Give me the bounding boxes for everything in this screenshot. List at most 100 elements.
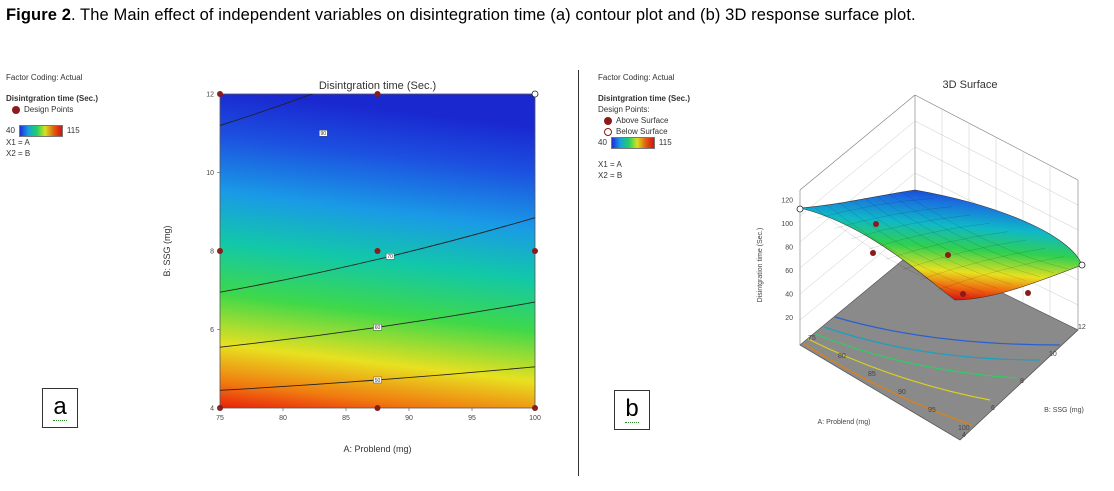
box-edge [799, 94, 916, 191]
panel-b-colorbar [610, 137, 655, 149]
x-tick-label: 75 [808, 335, 816, 342]
floor-contour-line [823, 326, 1041, 361]
panel-b-design-points-label: Design Points: [598, 105, 650, 114]
surface-mesh-line [825, 203, 984, 293]
contour-line [220, 217, 535, 293]
surface-z-label: Disintgration time (Sec.) [757, 228, 764, 303]
x-tick-label: 80 [838, 353, 846, 360]
figure-caption: Figure 2. The Main effect of independent… [6, 6, 916, 25]
surface-mesh-line [838, 201, 998, 289]
wall-grid-line [799, 120, 916, 217]
x-tick-label: 100 [958, 425, 970, 432]
panel-b-x2: X2 = B [598, 171, 623, 180]
panel-a-label-box: a [42, 388, 78, 428]
panel-a-x2: X2 = B [6, 149, 31, 158]
x-tick-label: 85 [868, 371, 876, 378]
contour-y-label: B: SSG (mg) [162, 225, 172, 276]
panel-a-letter: a [53, 393, 67, 421]
contour-title: Disintgration time (Sec.) [319, 80, 436, 92]
box-edge [914, 94, 1079, 181]
surface-mesh-line [903, 239, 1027, 270]
design-point [1078, 261, 1086, 269]
panel-b-above-label: Above Surface [616, 116, 669, 125]
panel-a-colorbar [18, 125, 63, 137]
z-tick-label: 80 [785, 245, 793, 252]
contour-label-box [373, 376, 382, 384]
surface-mesh-line [868, 223, 990, 250]
panel-b-label-box: b [614, 390, 650, 430]
design-point [796, 205, 804, 213]
design-point [374, 405, 381, 411]
design-point-marker-icon [12, 105, 20, 114]
panel-b-factor-coding: Factor Coding: Actual [598, 73, 675, 82]
panel-a-design-points-label: Design Points [24, 105, 74, 114]
design-point [532, 248, 538, 254]
y-tick-label: 10 [206, 170, 214, 177]
z-tick-label: 100 [781, 221, 793, 228]
design-point [960, 291, 966, 297]
surface-mesh-line [876, 195, 1040, 277]
panel-b-below-label: Below Surface [616, 127, 668, 136]
y-tick-label: 4 [210, 406, 214, 413]
floor-contour-line [834, 316, 1061, 346]
surface-mesh-line [851, 214, 971, 239]
contour-label: 50 [375, 378, 381, 384]
contour-label: 90 [321, 131, 327, 137]
contour-label-box [385, 253, 395, 260]
panel-b-cbar-min: 40 [598, 138, 607, 148]
x-tick-label: 95 [928, 407, 936, 414]
surface-mesh-line [920, 248, 1045, 280]
surface-mesh-line [850, 199, 1012, 285]
contour-label-box [319, 130, 328, 137]
z-tick-label: 40 [785, 292, 793, 299]
figure-label: Figure 2 [6, 6, 71, 24]
design-point [870, 250, 876, 256]
panel-a-cbar-min: 40 [6, 126, 15, 136]
x-tick-label: 100 [529, 415, 541, 422]
box-edge [959, 329, 1079, 441]
surface-title: 3D Surface [942, 79, 997, 91]
panel-b-cbar-max: 115 [658, 138, 672, 148]
x-tick-label: 90 [405, 415, 413, 422]
y-tick-label: 4 [962, 432, 966, 439]
panel-b-letter: b [625, 395, 639, 423]
x-tick-label: 85 [342, 415, 350, 422]
figure-caption-text: . The Main effect of independent variabl… [70, 6, 916, 24]
panel-a-legend: Factor Coding: Actual Disintgration time… [6, 72, 98, 159]
x-tick-label: 95 [468, 415, 476, 422]
design-point [873, 221, 879, 227]
floor-contour-line [807, 338, 991, 401]
x-tick-label: 75 [216, 415, 224, 422]
panel-a-response-title: Disintgration time (Sec.) [6, 94, 99, 103]
surface-mesh-line [889, 193, 1054, 273]
contour-line [220, 94, 314, 126]
z-tick-label: 20 [785, 315, 793, 322]
contour-label: 60 [375, 325, 381, 331]
panel-a-cbar-max: 115 [66, 126, 80, 136]
above-surface-marker-icon [604, 116, 612, 125]
y-tick-label: 6 [210, 327, 214, 334]
panel-a-factor-coding: Factor Coding: Actual [6, 73, 83, 82]
surface-mesh-line [886, 231, 1008, 260]
wall-grid-line [799, 146, 916, 243]
x-tick-label: 90 [898, 389, 906, 396]
design-point [945, 252, 951, 258]
design-point [531, 90, 539, 98]
design-point [374, 91, 381, 97]
surface-x-label: A: Problend (mg) [818, 419, 871, 426]
surface-mesh-line [902, 191, 1068, 270]
x-tick-label: 80 [279, 415, 287, 422]
below-surface-marker-icon [604, 127, 612, 136]
surface-mesh-line [817, 198, 934, 219]
design-point [374, 248, 381, 254]
panel-b-legend: Factor Coding: Actual Disintgration time… [598, 72, 690, 181]
y-tick-label: 10 [1049, 351, 1057, 358]
floor-contour-line [814, 333, 1016, 379]
y-tick-label: 12 [206, 92, 214, 99]
surface-mesh-line [834, 206, 953, 229]
surface-mesh-line [863, 197, 1026, 281]
surface-y-label: B: SSG (mg) [1044, 407, 1084, 414]
contour-label: 70 [387, 254, 393, 260]
z-tick-label: 60 [785, 268, 793, 275]
